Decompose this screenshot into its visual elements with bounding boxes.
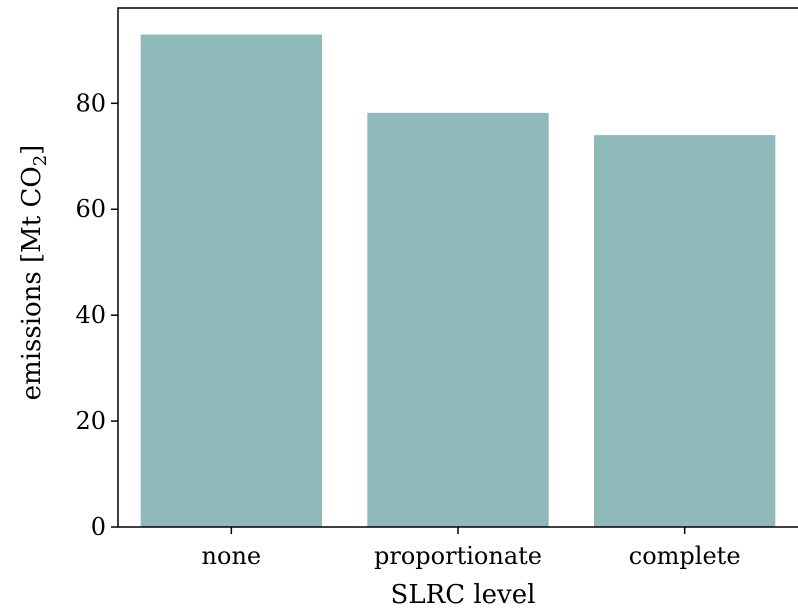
bars-layer [140, 34, 776, 528]
y-axis-title-suffix: ] [17, 145, 47, 155]
x-axis-title: SLRC level [391, 580, 536, 610]
x-tick-label: complete [629, 542, 741, 570]
y-tick-label: 60 [75, 195, 106, 223]
x-axis-ticks: none proportionate complete [202, 527, 741, 570]
y-tick-label: 0 [91, 513, 106, 541]
y-tick-label: 40 [75, 301, 106, 329]
axes-frame [117, 7, 798, 528]
bar-proportionate [367, 112, 549, 527]
y-axis-title: emissions [Mt CO2] [17, 145, 51, 401]
bar-complete [594, 135, 776, 527]
bar-none [140, 34, 322, 528]
x-tick-label: none [202, 542, 262, 570]
y-tick-label: 20 [75, 407, 106, 435]
y-tick-label: 80 [75, 89, 106, 117]
y-axis-title-main: emissions [Mt CO [17, 166, 47, 400]
x-tick-label: proportionate [374, 542, 542, 570]
y-axis-ticks: 0 20 40 60 80 [75, 89, 118, 541]
y-axis-title-subscript: 2 [30, 155, 51, 166]
